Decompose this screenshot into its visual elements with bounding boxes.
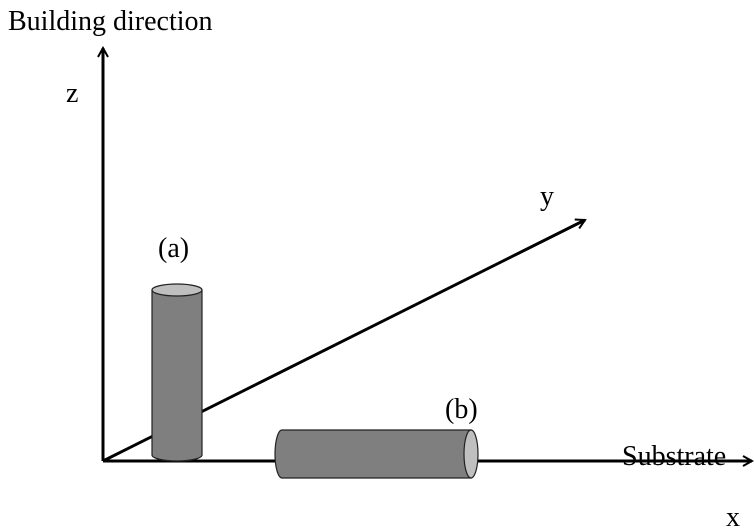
label-b: (b) <box>445 394 478 425</box>
title: Building direction <box>8 6 213 37</box>
label-a: (a) <box>158 233 189 264</box>
y-label: y <box>540 181 554 212</box>
cylinder-b <box>274 429 479 479</box>
x-label: x <box>726 502 740 532</box>
substrate-label: Substrate <box>622 441 726 472</box>
z-label: z <box>66 78 78 109</box>
cylinder-a <box>151 283 203 462</box>
